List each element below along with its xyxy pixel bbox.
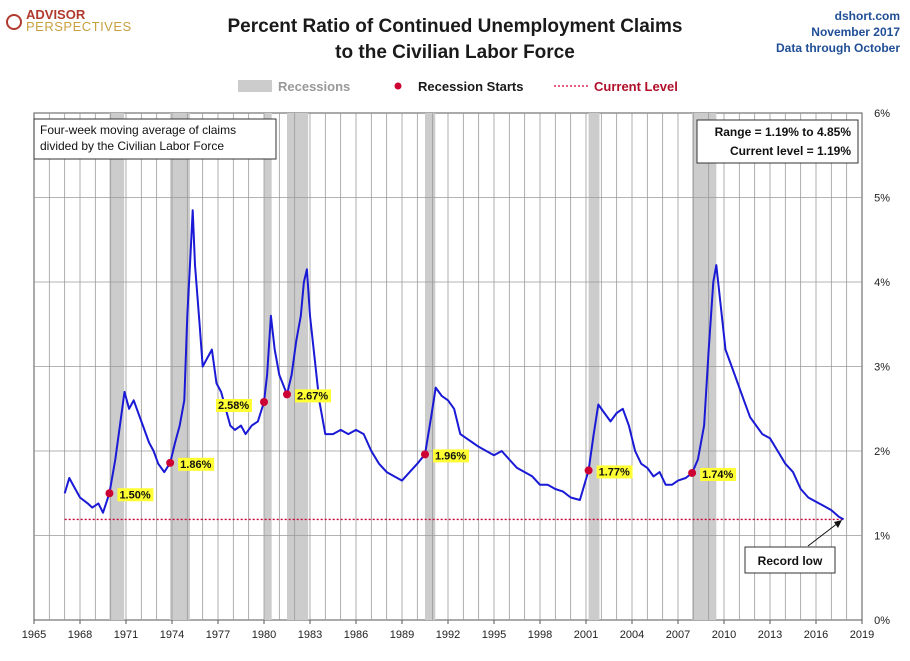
x-tick-label: 1992 [436,629,460,641]
callout-arrow [807,522,839,547]
recession-start-dot [421,450,429,459]
x-tick-label: 2016 [804,629,828,641]
range-line-1: Range = 1.19% to 4.85% [715,125,852,139]
x-tick-label: 2001 [574,629,598,641]
callout-arrowhead-icon [834,520,842,528]
y-tick-label: 6% [874,108,890,120]
recession-start-label-bg [295,389,331,403]
recession-start-dot [105,489,114,498]
legend-recessions: Recessions [278,79,350,94]
recession-start-label: 1.96% [435,450,466,462]
recession-start-dot [688,468,697,477]
series-line [63,209,845,521]
x-tick-label: 1968 [68,629,92,641]
y-tick-label: 3% [874,362,890,374]
callout-text: Record low [758,554,823,568]
legend-recession-swatch [238,80,272,92]
compass-icon [6,14,22,30]
recession-start-label-bg [117,488,154,502]
chart-title: Percent Ratio of Continued Unemployment … [228,16,683,37]
recession-start-label: 1.77% [599,466,630,478]
x-tick-label: 1980 [252,629,276,641]
recession-start-label: 1.50% [119,489,150,501]
note-box-frame [33,118,277,160]
x-tick-label: 1986 [344,629,368,641]
source-site: dshort.com [835,9,900,23]
chart-subtitle: to the Civilian Labor Force [335,42,575,63]
range-line-2: Current level = 1.19% [730,144,851,158]
recession-start-label: 2.67% [297,390,328,402]
recession-start-label-bg [596,465,633,479]
recession-start-dot [584,466,593,475]
note-box: Four-week moving average of claims divid… [33,118,277,160]
x-tick-label: 1965 [22,629,46,641]
x-tick-label: 2007 [666,629,690,641]
x-tick-label: 1995 [482,629,506,641]
callout-record-low: Record low [744,520,842,574]
recession-start-dot [283,390,291,399]
y-tick-label: 1% [874,531,890,543]
legend-start-dot [394,82,402,90]
source-through: Data through October [776,41,900,55]
x-tick-label: 1998 [528,629,552,641]
recession-start-dot [166,458,175,467]
note-line-1: Four-week moving average of claims [40,123,236,137]
logo: ADVISOR PERSPECTIVES [6,7,132,34]
x-tick-label: 1974 [160,629,184,641]
legend-current: Current Level [594,79,678,94]
x-tick-label: 2004 [620,629,644,641]
recession-start-label-bg [700,467,737,481]
callout-box [744,546,836,574]
y-tick-label: 2% [874,446,890,458]
logo-line2: PERSPECTIVES [26,19,132,34]
y-tick-label: 4% [874,277,890,289]
source-date: November 2017 [811,25,900,39]
range-box-frame [696,119,859,164]
recession-start-label-bg [216,398,252,412]
recession-start-label-bg [433,449,469,463]
x-tick-label: 2019 [850,629,874,641]
range-box: Range = 1.19% to 4.85% Current level = 1… [696,119,859,164]
legend-starts: Recession Starts [418,79,524,94]
x-tick-label: 1983 [298,629,322,641]
legend: Recessions Recession Starts Current Leve… [238,79,678,94]
x-tick-label: 1977 [206,629,230,641]
recession-start-label: 1.74% [702,469,733,481]
x-tick-label: 1971 [114,629,138,641]
x-tick-label: 2010 [712,629,736,641]
x-tick-label: 2013 [758,629,782,641]
y-tick-label: 0% [874,615,890,627]
x-tick-label: 1989 [390,629,414,641]
recession-start-label: 1.86% [180,459,211,471]
y-tick-label: 5% [874,193,890,205]
logo-line1: ADVISOR [26,7,86,22]
note-line-2: divided by the Civilian Labor Force [40,139,224,153]
recession-start-label: 2.58% [218,400,249,412]
recession-start-label-bg [178,457,215,471]
recession-start-dot [260,397,268,406]
